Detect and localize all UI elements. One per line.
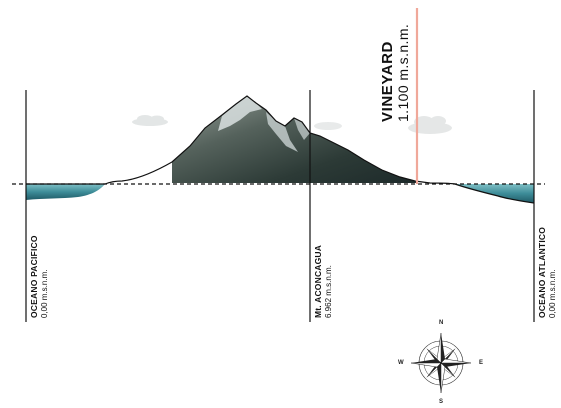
pacific-name: OCEANO PACIFICO: [29, 235, 39, 318]
atlantic-label: OCEANO ATLANTICO 0,00 m.s.n.m.: [537, 226, 557, 318]
vineyard-elevation: 1.100 m.s.n.m.: [395, 23, 411, 122]
snow-ridge: [266, 112, 298, 152]
compass-south-label: S: [439, 399, 444, 405]
terrain-profile-line: [26, 95, 535, 204]
cloud-right: [408, 116, 452, 134]
cloud-mid: [314, 122, 342, 130]
compass-east-label: E: [479, 360, 484, 366]
atlantic-name: OCEANO ATLANTICO: [537, 226, 547, 318]
vineyard-label: VINEYARD 1.100 m.s.n.m.: [379, 23, 411, 122]
compass-north-label: N: [439, 320, 444, 326]
aconcagua-label: Mt. ACONCAGUA 6.962 m.s.n.m.: [313, 244, 333, 318]
snow-ridge-2: [294, 118, 310, 140]
pacific-water: [26, 184, 105, 200]
compass-west-label: W: [398, 360, 404, 366]
vineyard-name: VINEYARD: [379, 41, 396, 122]
atlantic-elevation: 0,00 m.s.n.m.: [547, 269, 557, 318]
pacific-elevation: 0,00 m.s.n.m.: [39, 269, 49, 318]
cloud-left: [132, 115, 168, 126]
atlantic-water: [455, 184, 534, 203]
aconcagua-name: Mt. ACONCAGUA: [313, 244, 323, 318]
snow-cap: [218, 96, 262, 131]
compass-rose: [410, 332, 472, 394]
aconcagua-elevation: 6.962 m.s.n.m.: [323, 265, 333, 318]
pacific-label: OCEANO PACIFICO 0,00 m.s.n.m.: [29, 235, 49, 318]
